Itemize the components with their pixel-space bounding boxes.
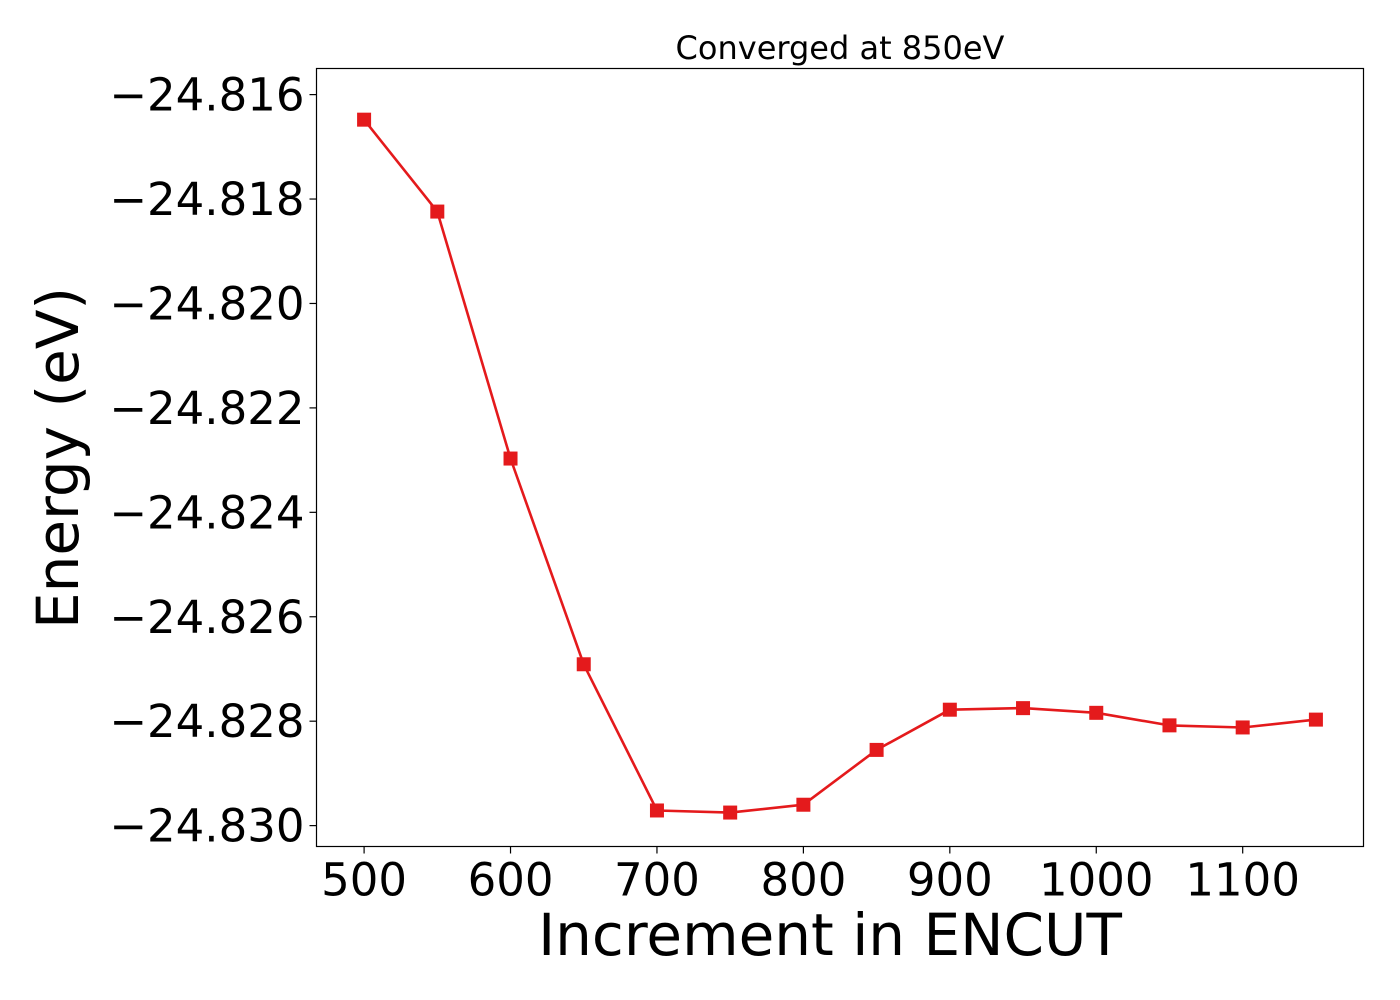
data-point-marker bbox=[1308, 712, 1323, 727]
data-point-marker bbox=[942, 702, 957, 717]
y-tick-label: −24.826 bbox=[109, 591, 304, 644]
plot-frame bbox=[315, 67, 1365, 848]
y-tick-label: −24.830 bbox=[109, 800, 304, 853]
data-point-marker bbox=[649, 803, 664, 818]
x-tick-label: 1000 bbox=[1039, 854, 1154, 907]
y-tick-label: −24.820 bbox=[109, 277, 304, 330]
data-point-marker bbox=[1162, 718, 1177, 733]
x-tick-label: 1100 bbox=[1185, 854, 1300, 907]
data-point-marker bbox=[576, 657, 591, 672]
y-tick-label: −24.818 bbox=[109, 173, 304, 226]
x-tick-label: 800 bbox=[760, 854, 846, 907]
plot-area bbox=[357, 112, 1323, 820]
data-point-marker bbox=[503, 451, 518, 466]
x-tick-label: 900 bbox=[907, 854, 993, 907]
y-tick-label: −24.822 bbox=[109, 382, 304, 435]
series-line bbox=[363, 118, 1317, 814]
x-axis-ticks: 500 600 700 800 900 1000 1100 bbox=[321, 846, 1300, 907]
y-tick-label: −24.824 bbox=[109, 486, 304, 539]
x-axis-title: Increment in ENCUT bbox=[538, 901, 1122, 969]
x-tick-label: 700 bbox=[614, 854, 700, 907]
y-tick-label: −24.816 bbox=[109, 69, 304, 122]
y-axis-title: Energy (eV) bbox=[24, 287, 92, 629]
y-axis-ticks: −24.816 −24.818 −24.820 −24.822 −24.824 −24.8… bbox=[109, 69, 317, 853]
x-tick-label: 500 bbox=[321, 854, 407, 907]
y-tick-label: −24.828 bbox=[109, 695, 304, 748]
data-point-marker bbox=[357, 112, 372, 127]
data-point-marker bbox=[1016, 701, 1031, 716]
data-point-marker bbox=[796, 797, 811, 812]
x-tick-label: 600 bbox=[468, 854, 554, 907]
chart-title: Converged at 850eV bbox=[676, 29, 1005, 67]
data-point-marker bbox=[869, 742, 884, 757]
data-point-marker bbox=[723, 805, 738, 820]
data-point-marker bbox=[430, 204, 445, 219]
data-point-marker bbox=[1235, 720, 1250, 735]
data-point-marker bbox=[1089, 705, 1104, 720]
